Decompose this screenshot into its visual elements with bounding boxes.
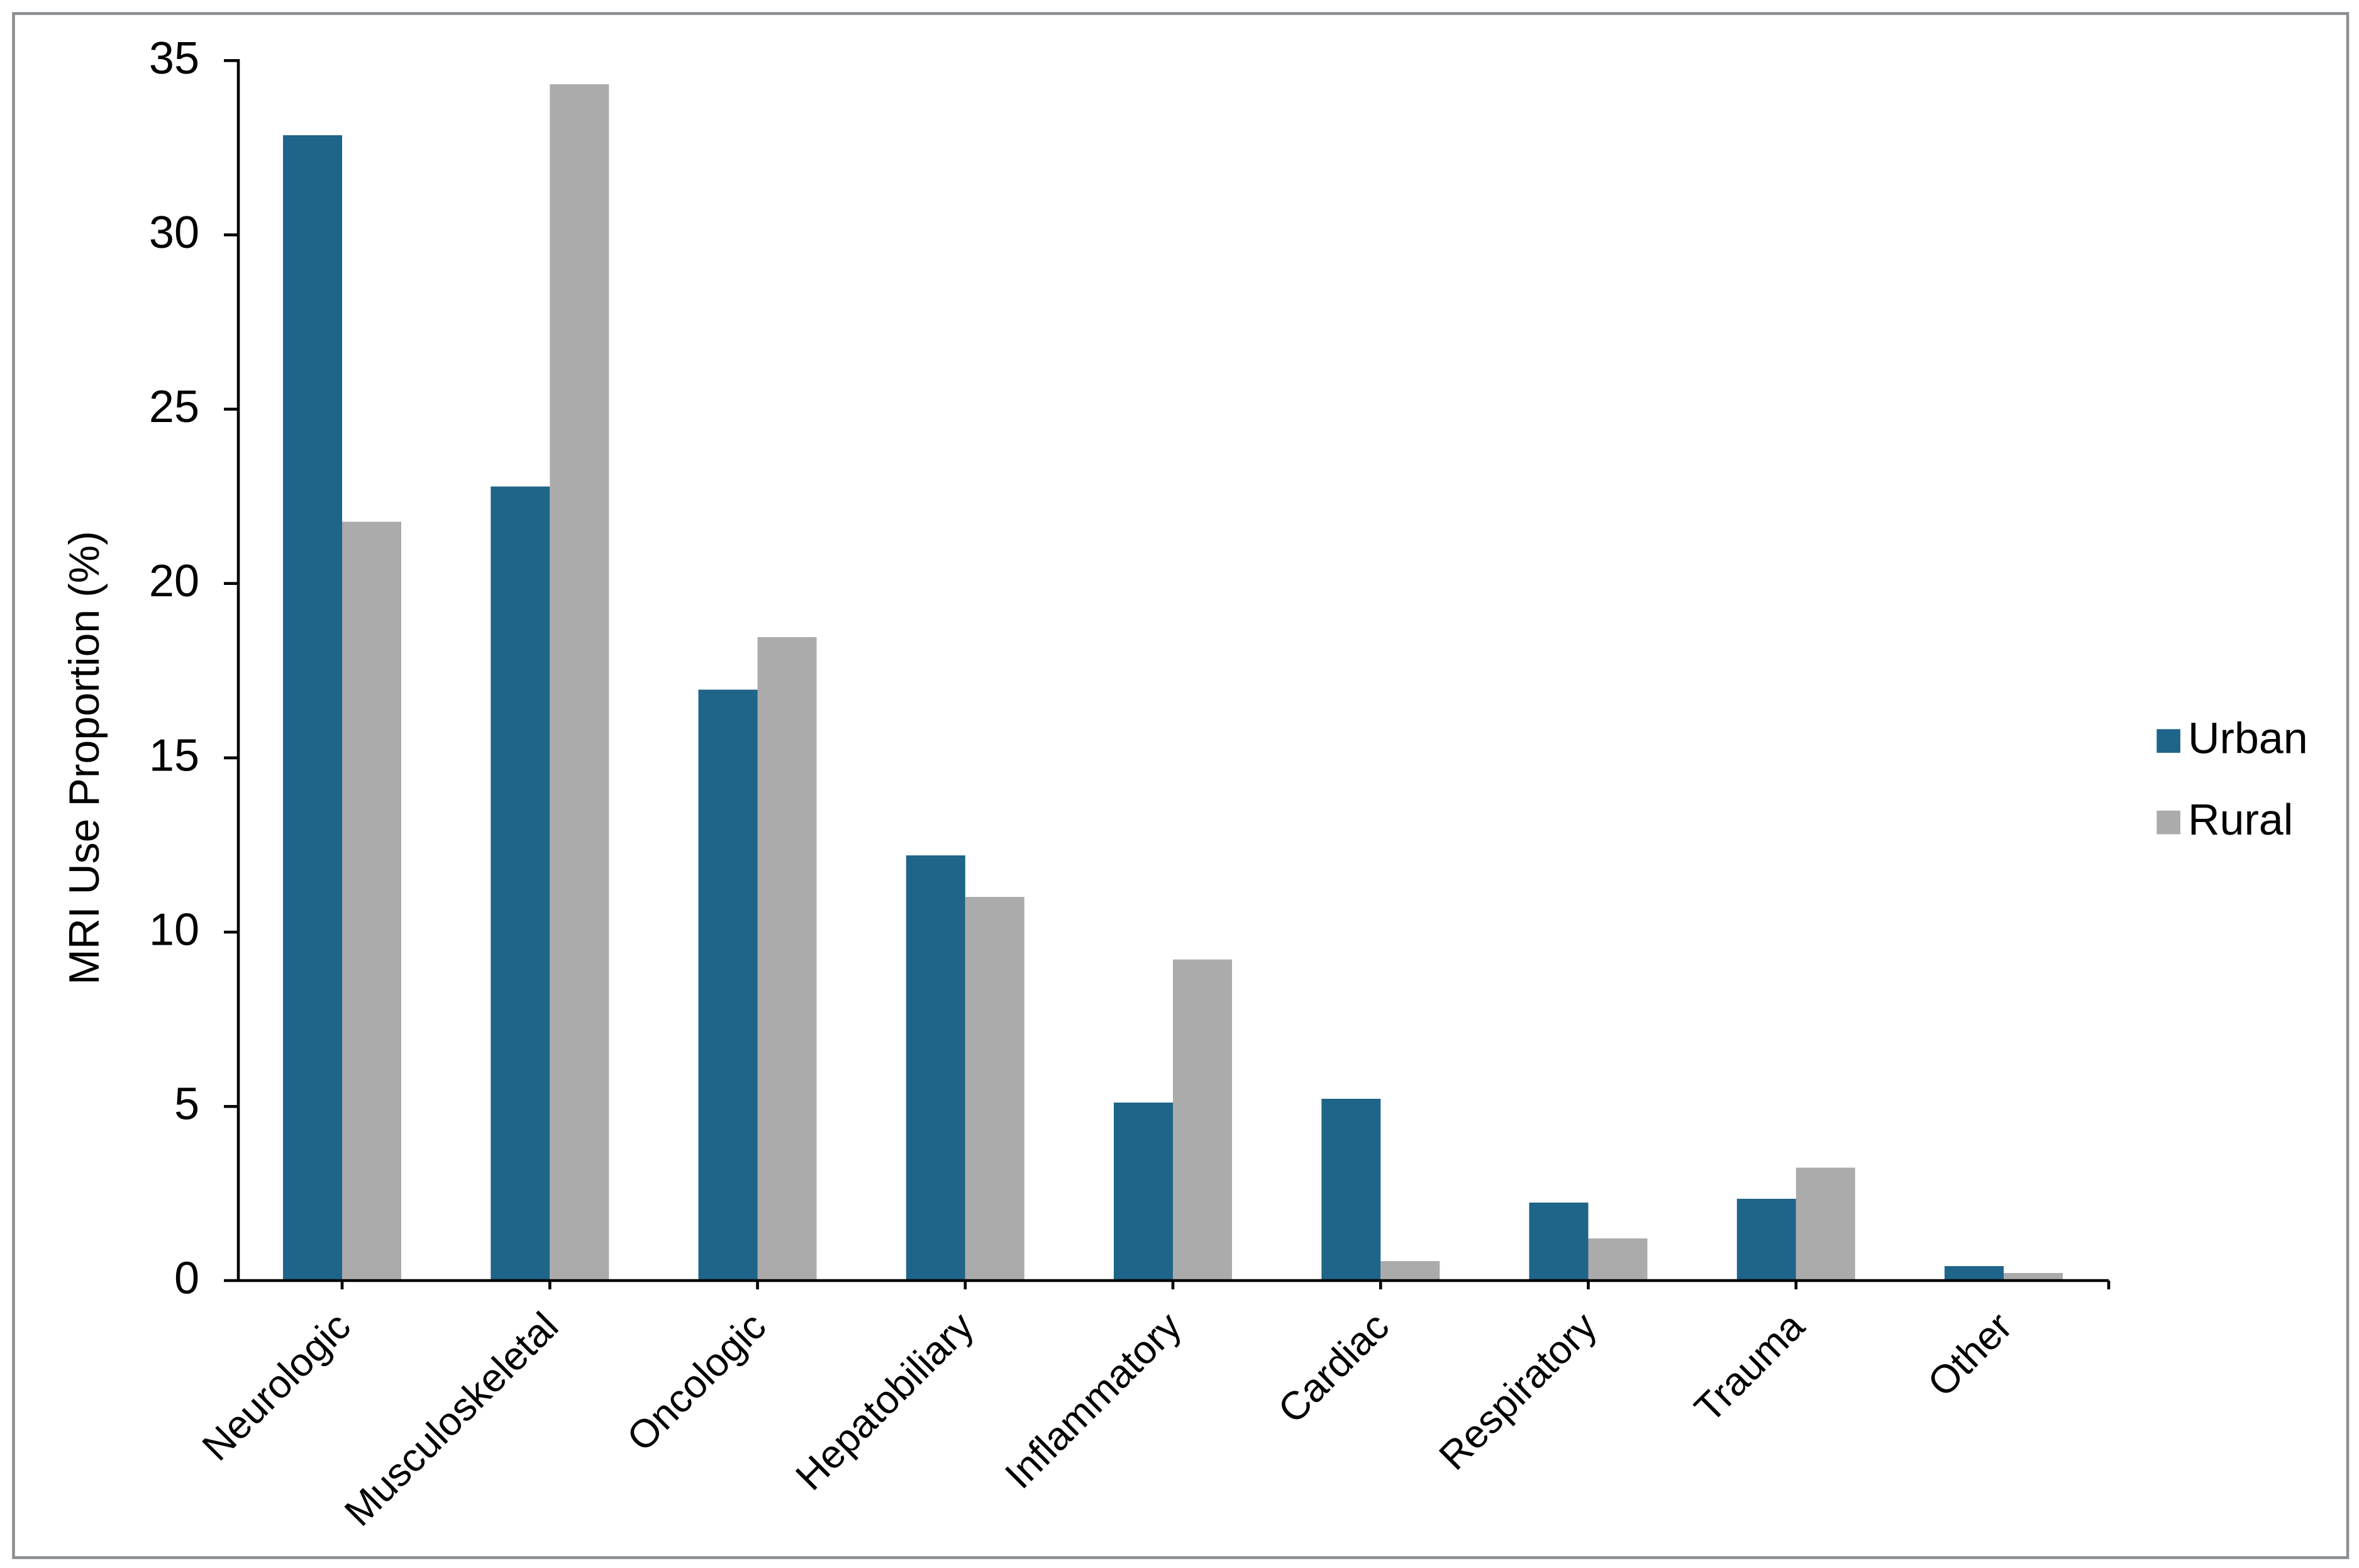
svg-text:10: 10 [149, 905, 199, 955]
svg-text:35: 35 [149, 33, 199, 84]
svg-text:20: 20 [149, 556, 199, 606]
svg-text:Urban: Urban [2188, 714, 2308, 763]
svg-text:15: 15 [149, 730, 199, 781]
svg-text:30: 30 [149, 208, 199, 258]
svg-text:Rural: Rural [2188, 795, 2293, 844]
svg-text:5: 5 [174, 1079, 199, 1130]
svg-text:25: 25 [149, 382, 199, 432]
svg-text:0: 0 [174, 1254, 199, 1304]
svg-text:MRI Use Proportion (%): MRI Use Proportion (%) [60, 531, 108, 985]
